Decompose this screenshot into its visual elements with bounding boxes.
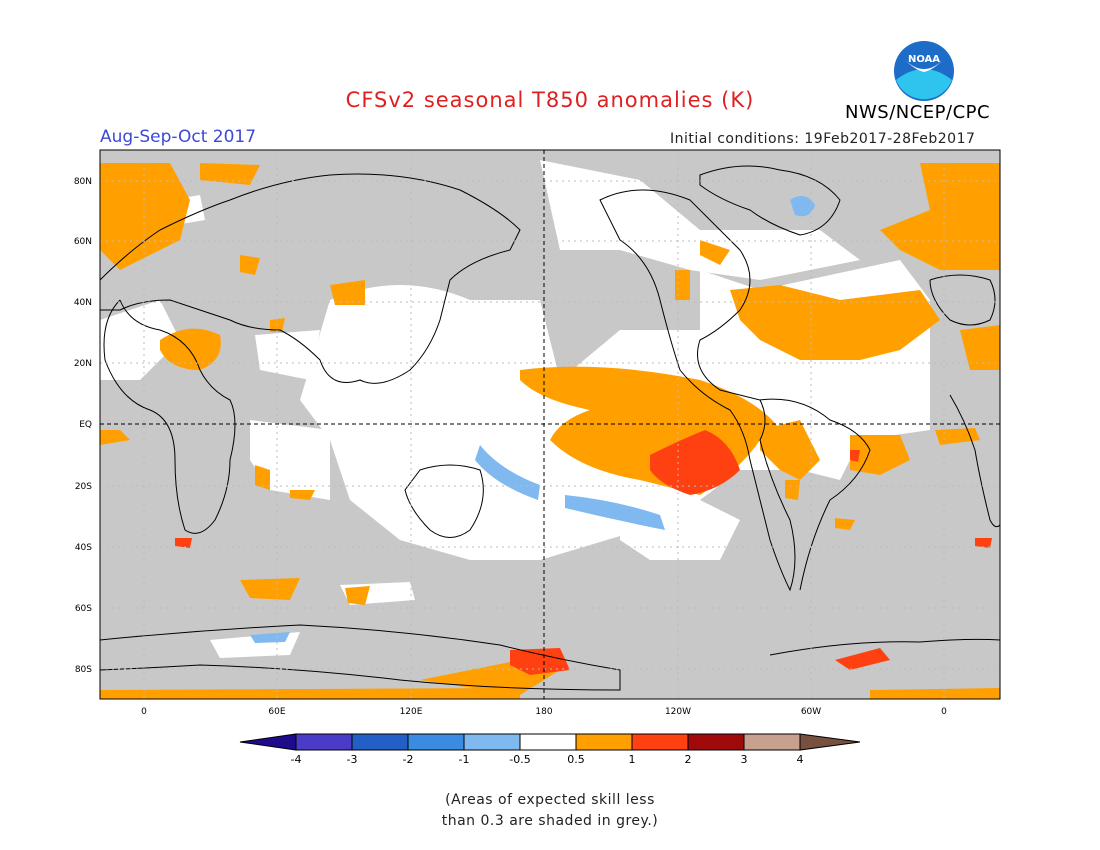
colorbar-arrow-left — [239, 733, 297, 751]
colorbar-cell — [631, 733, 689, 751]
colorbar-tick: -1 — [459, 753, 470, 766]
colorbar-tick: -0.5 — [509, 753, 530, 766]
lat-label-80s: 80S — [75, 665, 92, 675]
colorbar-cell — [687, 733, 745, 751]
lat-label-20n: 20N — [74, 359, 92, 369]
colorbar-tick: 0.5 — [567, 753, 585, 766]
colorbar-tick: 1 — [629, 753, 636, 766]
colorbar-cell — [519, 733, 577, 751]
lon-label-180: 180 — [535, 707, 552, 717]
lon-label-60w: 60W — [801, 707, 821, 717]
colorbar-cell — [295, 733, 353, 751]
colorbar-tick: 2 — [685, 753, 692, 766]
colorbar — [239, 733, 861, 751]
map-field — [100, 150, 1000, 699]
lon-label-120w: 120W — [665, 707, 691, 717]
skill-note-line2: than 0.3 are shaded in grey.) — [441, 813, 659, 829]
logo-text: NOAA — [908, 54, 940, 65]
lat-label-60n: 60N — [74, 237, 92, 247]
colorbar-tick: 4 — [797, 753, 804, 766]
initial-conditions: Initial conditions: 19Feb2017-28Feb2017 — [670, 131, 976, 147]
colorbar-cell — [407, 733, 465, 751]
colorbar-tick: -3 — [347, 753, 358, 766]
colorbar-tick: 3 — [741, 753, 748, 766]
noaa-logo: NOAA — [893, 40, 955, 102]
colorbar-tick: -4 — [291, 753, 302, 766]
colorbar-arrow-right — [799, 733, 861, 751]
skill-note: (Areas of expected skill less than 0.3 a… — [0, 790, 1100, 832]
lat-label-80n: 80N — [74, 177, 92, 187]
colorbar-cell — [351, 733, 409, 751]
lon-label-0-east: 0 — [941, 707, 947, 717]
skill-note-line1: (Areas of expected skill less — [445, 792, 655, 808]
lon-label-120e: 120E — [400, 707, 423, 717]
lon-label-60e: 60E — [268, 707, 285, 717]
lat-label-40s: 40S — [75, 543, 92, 553]
lat-label-20s: 20S — [75, 482, 92, 492]
agency-label: NWS/NCEP/CPC — [845, 102, 991, 123]
colorbar-tick: -2 — [403, 753, 414, 766]
lat-label-60s: 60S — [75, 604, 92, 614]
season-label: Aug-Sep-Oct 2017 — [100, 127, 257, 147]
map-frame — [99, 149, 1001, 700]
lon-label-0: 0 — [141, 707, 147, 717]
lat-label-eq: EQ — [79, 420, 92, 430]
lat-label-40n: 40N — [74, 298, 92, 308]
colorbar-cell — [575, 733, 633, 751]
colorbar-cell — [743, 733, 801, 751]
colorbar-cell — [463, 733, 521, 751]
map-title: CFSv2 seasonal T850 anomalies (K) — [345, 88, 755, 112]
